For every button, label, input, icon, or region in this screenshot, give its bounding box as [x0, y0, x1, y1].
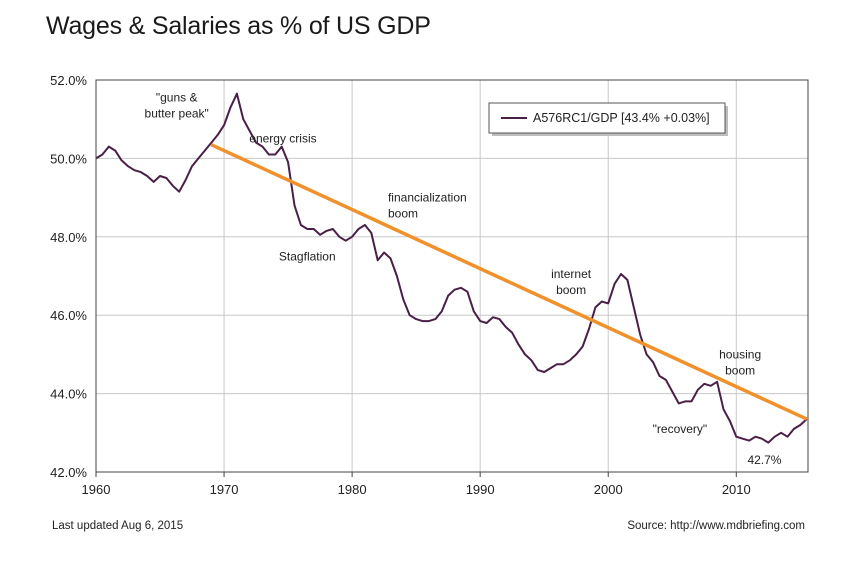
- x-tick-label: 2000: [594, 482, 623, 497]
- y-tick-label: 50.0%: [50, 151, 87, 166]
- x-tick-label: 1980: [338, 482, 367, 497]
- chart-title: Wages & Salaries as % of US GDP: [46, 12, 431, 40]
- x-tick-label: 1960: [82, 482, 111, 497]
- x-tick-label: 2010: [722, 482, 751, 497]
- annotations: "guns & butter peak" energy crisis Stagflat…: [145, 91, 782, 468]
- annotation-label: financialization boom: [388, 191, 467, 221]
- annotation-label: housing boom: [719, 347, 761, 377]
- y-tick-label: 48.0%: [50, 230, 87, 245]
- plot-frame: [95, 79, 809, 473]
- trend-line: [210, 143, 808, 421]
- last-updated: Last updated Aug 6, 2015: [52, 520, 184, 532]
- annotation-label: "guns & butter peak": [145, 91, 209, 121]
- annotation-label: energy crisis: [249, 132, 316, 146]
- legend-box: [488, 102, 726, 134]
- legend-label: A576RC1/GDP [43.4% +0.03%]: [533, 111, 710, 125]
- y-axis: 42.0% 44.0% 46.0% 48.0% 50.0% 52.0%: [50, 73, 87, 480]
- x-axis: 1960 1970 1980 1990 2000 2010: [82, 472, 751, 497]
- series-line-wages: [95, 92, 808, 444]
- legend: A576RC1/GDP [43.4% +0.03%]: [488, 102, 728, 136]
- annotation-label: 42.7%: [747, 453, 781, 467]
- plot-background: [96, 80, 808, 472]
- y-tick-label: 44.0%: [50, 387, 87, 402]
- y-tick-label: 52.0%: [50, 73, 87, 88]
- grid: [95, 79, 808, 473]
- annotation-label: Stagflation: [279, 249, 336, 263]
- annotation-label: "recovery": [653, 422, 708, 436]
- y-tick-label: 42.0%: [50, 465, 87, 480]
- annotation-label: internet boom: [551, 267, 592, 297]
- y-tick-label: 46.0%: [50, 308, 87, 323]
- x-tick-label: 1970: [210, 482, 239, 497]
- source-credit: Source: http://www.mdbriefing.com: [627, 520, 805, 532]
- x-tick-label: 1990: [466, 482, 495, 497]
